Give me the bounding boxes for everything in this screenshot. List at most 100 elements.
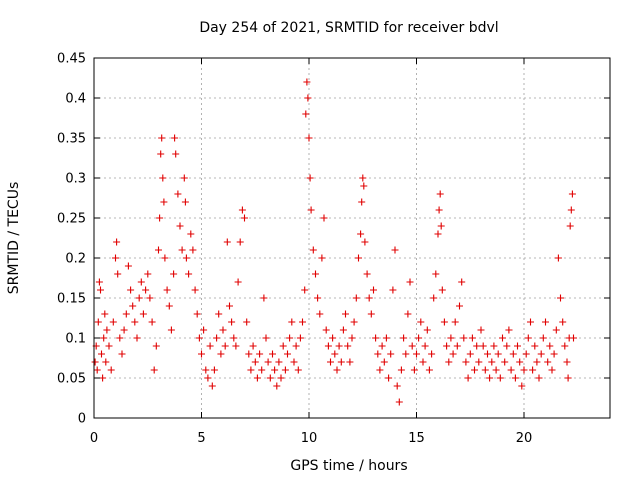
data-point (561, 342, 569, 350)
data-point (158, 134, 166, 142)
data-point (281, 366, 289, 374)
data-point (307, 206, 315, 214)
data-point (286, 334, 294, 342)
data-point (421, 342, 429, 350)
data-point (357, 230, 365, 238)
data-point (277, 374, 285, 382)
y-tick-label: 0.45 (57, 52, 86, 67)
data-point (352, 294, 360, 302)
y-tick-label: 0.15 (57, 292, 86, 307)
data-point (249, 342, 257, 350)
data-point (193, 310, 201, 318)
data-point (464, 374, 472, 382)
data-point (318, 254, 326, 262)
data-point (395, 398, 403, 406)
data-point (264, 358, 272, 366)
data-point (178, 246, 186, 254)
data-point (374, 350, 382, 358)
data-point (507, 366, 515, 374)
data-point (230, 334, 238, 342)
data-point (501, 358, 509, 366)
data-point (466, 350, 474, 358)
data-point (182, 254, 190, 262)
data-point (479, 342, 487, 350)
y-axis-title: SRMTID / TECUs (6, 182, 22, 295)
data-point (370, 286, 377, 294)
data-point (124, 262, 132, 270)
data-point (529, 366, 537, 374)
data-point (329, 334, 337, 342)
data-point (408, 342, 416, 350)
data-point (566, 222, 574, 230)
data-point (226, 302, 233, 310)
data-point (499, 334, 506, 342)
data-point (460, 334, 468, 342)
data-point (402, 350, 410, 358)
data-point (309, 246, 317, 254)
data-point (303, 78, 311, 86)
data-point (537, 350, 545, 358)
data-point (437, 222, 445, 230)
data-point (509, 350, 517, 358)
data-point (292, 342, 300, 350)
data-point (458, 278, 466, 286)
data-point (180, 174, 188, 182)
data-point (118, 350, 126, 358)
data-point (170, 270, 178, 278)
data-point (299, 318, 306, 326)
data-point (260, 294, 268, 302)
data-point (232, 342, 240, 350)
data-point (333, 366, 341, 374)
data-point (378, 342, 386, 350)
data-point (367, 310, 375, 318)
data-point (204, 374, 212, 382)
y-tick-label: 0.35 (57, 132, 86, 147)
data-point (462, 358, 470, 366)
data-point (316, 310, 324, 318)
data-point (139, 310, 147, 318)
data-point (503, 342, 511, 350)
data-point (435, 206, 443, 214)
data-point (256, 350, 264, 358)
data-point (389, 286, 397, 294)
data-point (167, 326, 175, 334)
data-point (245, 350, 253, 358)
data-point (544, 358, 552, 366)
data-point (146, 294, 154, 302)
data-point (488, 358, 496, 366)
data-point (372, 334, 380, 342)
data-point (144, 270, 152, 278)
data-point (150, 366, 158, 374)
data-point (320, 214, 328, 222)
data-point (567, 206, 575, 214)
y-tick-label: 0.05 (57, 372, 86, 387)
data-point (539, 334, 547, 342)
data-point (234, 278, 242, 286)
data-point (516, 358, 524, 366)
data-point (327, 358, 334, 366)
data-point (524, 334, 532, 342)
data-point (484, 350, 491, 358)
data-point (129, 302, 137, 310)
data-point (428, 350, 436, 358)
data-point (568, 190, 576, 198)
data-point (548, 366, 556, 374)
data-point (296, 334, 304, 342)
data-point (415, 334, 423, 342)
data-point (157, 150, 165, 158)
data-point (564, 374, 572, 382)
data-point (99, 374, 107, 382)
data-point (413, 350, 420, 358)
data-point (404, 310, 412, 318)
data-point (210, 366, 218, 374)
data-point (185, 270, 193, 278)
data-point (376, 366, 384, 374)
data-point (312, 270, 319, 278)
data-point (535, 374, 543, 382)
data-point (359, 174, 367, 182)
data-point (430, 294, 438, 302)
data-point (137, 278, 145, 286)
data-point (554, 254, 562, 262)
data-point (97, 286, 104, 294)
